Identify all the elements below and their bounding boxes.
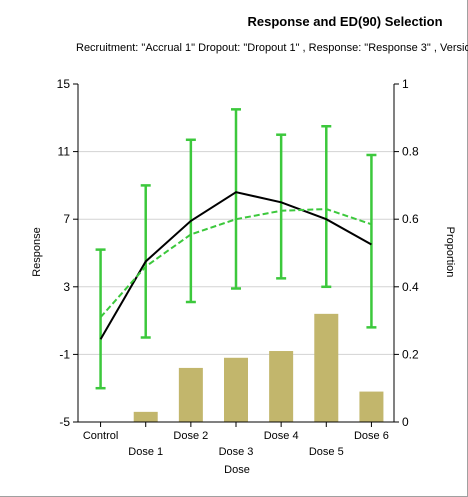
x-axis-label: Dose — [224, 464, 250, 476]
proportion-bar — [269, 351, 294, 422]
y2-tick-label: 1 — [402, 77, 409, 91]
y2-axis-label: Proportion — [444, 227, 456, 278]
x-tick-label: Control — [83, 430, 118, 442]
y2-tick-label: 0 — [402, 415, 409, 429]
y-tick-label: 7 — [63, 212, 70, 226]
dashed-response-line — [99, 208, 372, 318]
x-tick-label: Dose 4 — [264, 430, 299, 442]
lines — [99, 191, 372, 340]
y-tick-label: 15 — [57, 77, 71, 91]
y2-tick-label: 0.8 — [402, 145, 419, 159]
y-tick-label: 3 — [63, 280, 70, 294]
chart-subtitle: Recruitment: "Accrual 1" Dropout: "Dropo… — [76, 42, 468, 54]
proportion-bar — [314, 313, 339, 422]
tick-labels: 15 11 7 3 -1 -5 1 0.8 0.6 0.4 0.2 0 Control Dose 1 Dos… — [57, 77, 419, 458]
axes — [73, 83, 399, 427]
proportion-bar — [359, 391, 384, 422]
x-tick-label: Dose 3 — [219, 446, 254, 458]
x-tick-label: Dose 6 — [354, 430, 389, 442]
y-tick-label: 11 — [58, 145, 71, 159]
y2-tick-label: 0.6 — [402, 212, 419, 226]
y-tick-label: -1 — [59, 347, 70, 361]
x-tick-label: Dose 2 — [173, 430, 208, 442]
y2-tick-label: 0.4 — [402, 280, 419, 294]
chart-title: Response and ED(90) Selection — [247, 14, 443, 29]
proportion-bar — [224, 357, 248, 422]
y-tick-label: -5 — [59, 415, 70, 429]
y-axis-label: Response — [31, 227, 43, 277]
bars — [133, 313, 384, 422]
x-tick-label: Dose 5 — [309, 446, 344, 458]
solid-response-line — [99, 191, 372, 340]
proportion-bar — [133, 411, 158, 422]
y2-tick-label: 0.2 — [402, 347, 419, 361]
proportion-bar — [178, 367, 203, 422]
x-tick-label: Dose 1 — [128, 446, 163, 458]
error-bars — [95, 108, 377, 390]
